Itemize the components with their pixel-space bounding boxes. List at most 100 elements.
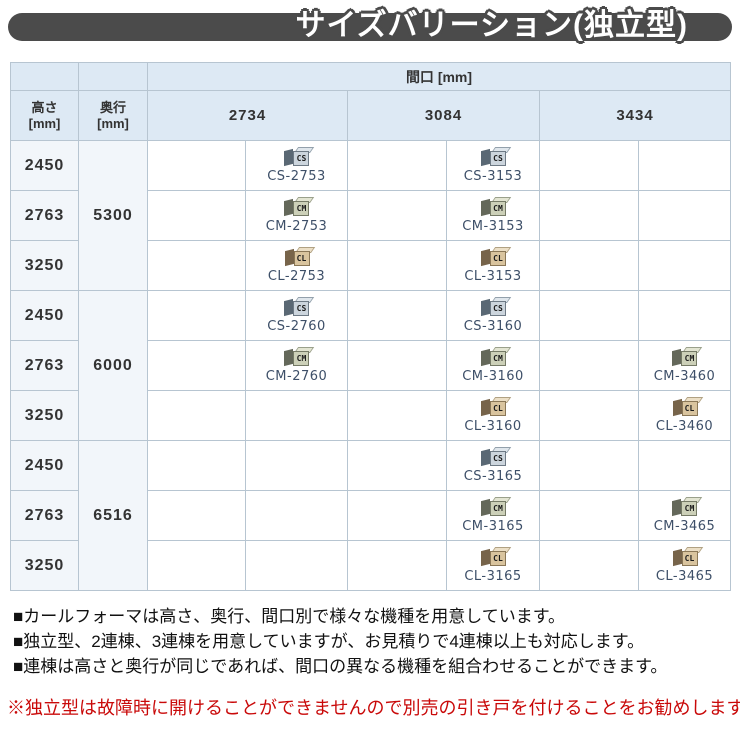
table-row: 2450 6516 CS CS-3165 [10, 440, 731, 591]
height-cell: 3250 [10, 390, 79, 441]
empty-cell [539, 340, 639, 391]
model-number: CM-3465 [653, 519, 716, 534]
height-column-header: 高さ [mm] [10, 90, 79, 141]
product-cell: CM CM-3460 [638, 340, 731, 391]
empty-cell [347, 440, 447, 491]
empty-cell [638, 240, 731, 291]
product-cell: CL CL-3460 [638, 390, 731, 441]
empty-cell [245, 540, 348, 591]
model-number: CM-3153 [462, 219, 524, 234]
empty-cell [147, 240, 246, 291]
table-row: 2450 6000 CS CS-2760 CS CS-3160 [10, 290, 731, 441]
empty-cell [539, 140, 639, 191]
product-cell: CL CL-3153 [446, 240, 540, 291]
model-number: CL-3465 [655, 569, 714, 584]
empty-cell [245, 440, 348, 491]
empty-cell [245, 490, 348, 541]
product-cell: CL CL-3160 [446, 390, 540, 441]
empty-cell [347, 240, 447, 291]
table-row: 3250 CL CL-3165 CL CL-3465 [10, 540, 731, 591]
notes-list: ■カールフォーマは高さ、奥行、間口別で様々な機種を用意しています。 ■独立型、2… [13, 604, 740, 679]
height-cell: 3250 [10, 240, 79, 291]
model-number: CS-2760 [267, 319, 326, 334]
product-cell: CL CL-3465 [638, 540, 731, 591]
corner-blank-cell [78, 62, 148, 91]
empty-cell [147, 290, 246, 341]
empty-cell [147, 340, 246, 391]
product-cell: CS CS-3153 [446, 140, 540, 191]
storehouse-icon: CS [281, 296, 315, 317]
model-number: CS-3165 [463, 469, 523, 484]
empty-cell [539, 240, 639, 291]
empty-cell [347, 390, 447, 441]
empty-cell [539, 440, 639, 491]
empty-cell [245, 390, 348, 441]
product-cell: CL CL-3165 [446, 540, 540, 591]
model-number: CM-3165 [462, 519, 524, 534]
model-number: CM-3160 [462, 369, 524, 384]
empty-cell [147, 440, 246, 491]
model-number: CM-3460 [653, 369, 716, 384]
storehouse-icon: CM [478, 346, 512, 367]
empty-cell [347, 290, 447, 341]
model-number: CL-3160 [464, 419, 522, 434]
width-header-3434: 3434 [539, 90, 731, 141]
empty-cell [147, 490, 246, 541]
storehouse-icon: CM [669, 496, 703, 517]
model-number: CL-3153 [464, 269, 522, 284]
size-variation-table: 間口 [mm] 高さ [mm] 奥行 [mm] 2734 3084 3434 2… [10, 62, 731, 591]
storehouse-icon: CS [478, 446, 512, 467]
model-number: CS-3153 [463, 169, 523, 184]
product-cell: CM CM-2760 [245, 340, 348, 391]
table-row: 2450 5300 CS CS-2753 CS CS-3153 [10, 140, 731, 291]
note-line: ■連棟は高さと奥行が同じであれば、間口の異なる機種を組合わせることができます。 [13, 657, 668, 676]
model-number: CS-3160 [463, 319, 523, 334]
table-row: 3250 CL CL-2753 CL CL-3153 [10, 240, 731, 291]
product-cell: CS CS-2760 [245, 290, 348, 341]
storehouse-icon: CM [669, 346, 703, 367]
model-number: CM-2753 [265, 219, 328, 234]
product-cell: CS CS-3165 [446, 440, 540, 491]
empty-cell [147, 540, 246, 591]
product-cell: CM CM-3465 [638, 490, 731, 541]
empty-cell [638, 440, 731, 491]
storehouse-icon: CL [478, 246, 512, 267]
storehouse-icon: CS [281, 146, 315, 167]
storehouse-icon: CL [478, 546, 512, 567]
empty-cell [347, 490, 447, 541]
product-cell: CS CS-3160 [446, 290, 540, 341]
depth-column-header: 奥行 [mm] [78, 90, 148, 141]
empty-cell [347, 140, 447, 191]
height-cell: 2450 [10, 440, 79, 491]
product-cell: CL CL-2753 [245, 240, 348, 291]
storehouse-icon: CL [670, 396, 703, 417]
table-header-row-columns: 高さ [mm] 奥行 [mm] 2734 3084 3434 [10, 90, 731, 141]
product-cell: CM CM-3165 [446, 490, 540, 541]
empty-cell [539, 490, 639, 541]
height-cell: 2763 [10, 340, 79, 391]
empty-cell [147, 390, 246, 441]
storehouse-icon: CS [478, 296, 512, 317]
empty-cell [147, 140, 246, 191]
depth-cell: 6516 [78, 440, 148, 591]
empty-cell [539, 390, 639, 441]
empty-cell [347, 340, 447, 391]
product-cell: CM CM-2753 [245, 190, 348, 241]
table-row: 2763 CM CM-2753 CM CM-3153 [10, 190, 731, 241]
product-cell: CS CS-2753 [245, 140, 348, 191]
width-header-2734: 2734 [147, 90, 348, 141]
empty-cell [539, 290, 639, 341]
empty-cell [539, 190, 639, 241]
width-span-header: 間口 [mm] [147, 62, 731, 91]
model-number: CS-2753 [267, 169, 326, 184]
storehouse-icon: CM [478, 196, 512, 217]
table-row: 2763 CM CM-2760 CM CM-3160 CM CM-3460 [10, 340, 731, 391]
height-cell: 2763 [10, 190, 79, 241]
model-number: CL-2753 [267, 269, 326, 284]
title-banner: サイズバリーション(独立型) [0, 0, 740, 54]
height-cell: 2763 [10, 490, 79, 541]
table-row: 2763 CM CM-3165 CM CM-3465 [10, 490, 731, 541]
storehouse-icon: CM [281, 346, 315, 367]
height-cell: 2450 [10, 290, 79, 341]
product-cell: CM CM-3153 [446, 190, 540, 241]
